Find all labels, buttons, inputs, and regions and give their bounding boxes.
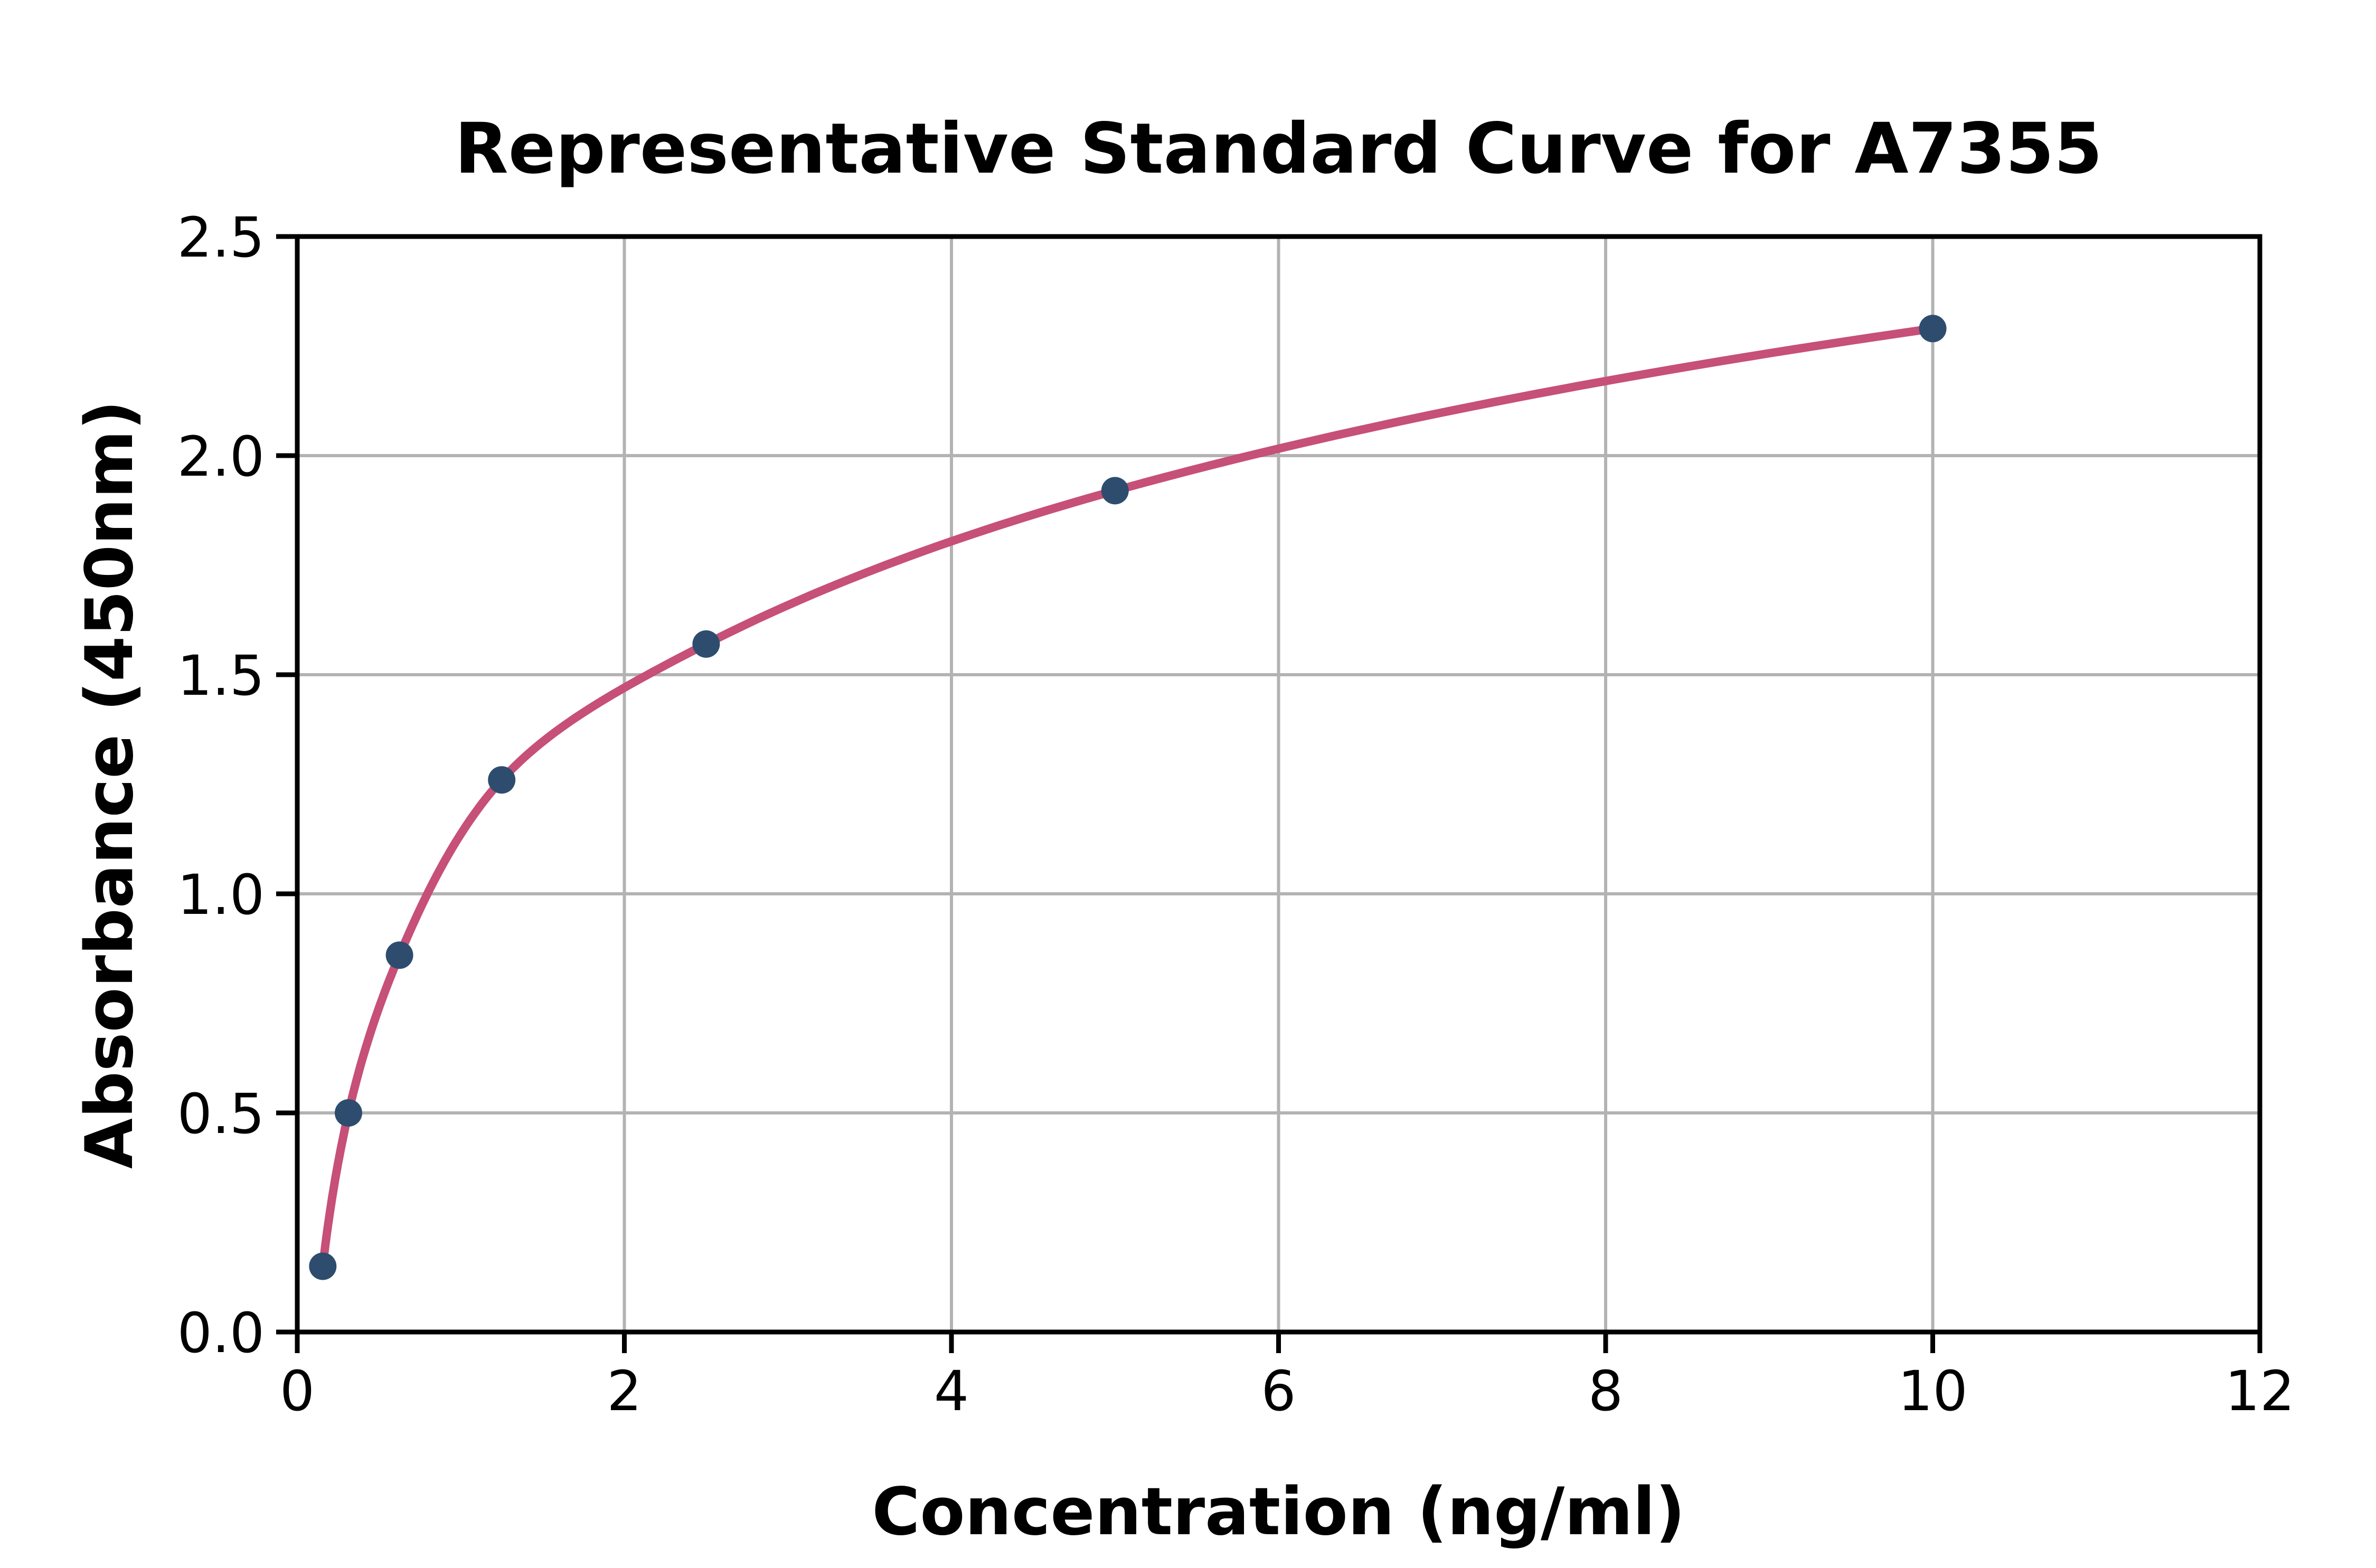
y-tick-label: 2.0	[177, 424, 265, 489]
y-tick-label: 0.5	[177, 1082, 265, 1146]
y-tick-label: 2.5	[177, 205, 265, 270]
data-point	[309, 1252, 337, 1280]
data-point	[692, 630, 720, 658]
x-tick-label: 10	[1898, 1359, 1967, 1423]
x-axis-label: Concentration (ng/ml)	[872, 1474, 1685, 1550]
fit-curve	[318, 324, 1937, 1271]
x-tick-label: 0	[280, 1359, 315, 1423]
x-tick-label: 4	[934, 1359, 969, 1423]
x-tick-label: 8	[1588, 1359, 1623, 1423]
y-tick-label: 1.5	[177, 644, 265, 708]
data-point	[334, 1099, 362, 1127]
data-point	[1101, 477, 1129, 505]
data-point	[1919, 315, 1947, 343]
x-tick-label: 12	[2225, 1359, 2295, 1423]
x-tick-label: 6	[1261, 1359, 1296, 1423]
x-tick-label: 2	[607, 1359, 642, 1423]
y-tick-label: 0.0	[177, 1301, 265, 1365]
chart-title: Representative Standard Curve for A7355	[455, 108, 2102, 190]
y-tick-label: 1.0	[177, 863, 265, 927]
data-point	[488, 766, 516, 794]
data-point	[385, 941, 413, 969]
plot-border	[295, 234, 2262, 1335]
